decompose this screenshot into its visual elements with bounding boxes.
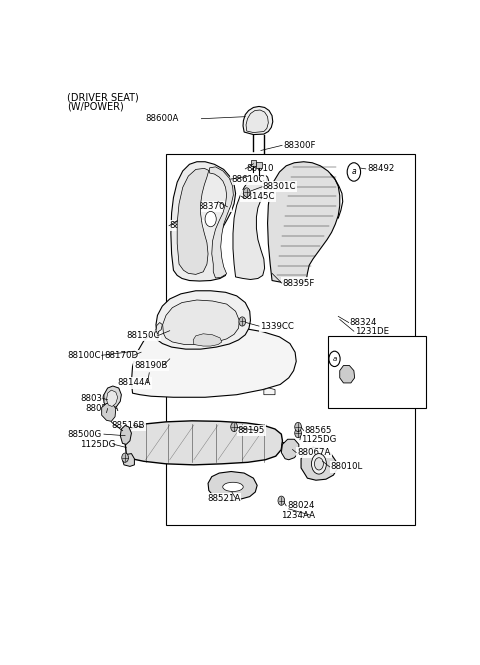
Text: 88492: 88492 xyxy=(367,164,394,174)
Ellipse shape xyxy=(223,482,243,491)
Text: 88024: 88024 xyxy=(288,501,315,510)
Polygon shape xyxy=(125,421,282,465)
Polygon shape xyxy=(132,325,296,397)
Text: (DRIVER SEAT): (DRIVER SEAT) xyxy=(67,92,139,102)
Circle shape xyxy=(312,454,326,474)
Text: 88100C: 88100C xyxy=(67,350,101,360)
Circle shape xyxy=(231,422,238,432)
Text: 88030L: 88030L xyxy=(81,394,113,403)
Polygon shape xyxy=(104,386,121,410)
Text: 88600A: 88600A xyxy=(145,114,179,123)
Text: 88500G: 88500G xyxy=(67,430,102,439)
Text: 88521A: 88521A xyxy=(207,493,240,503)
Text: 88145C: 88145C xyxy=(241,192,275,201)
Text: 88300F: 88300F xyxy=(283,141,316,150)
Polygon shape xyxy=(281,442,295,458)
Circle shape xyxy=(278,496,285,505)
Text: 88190B: 88190B xyxy=(134,360,168,370)
Circle shape xyxy=(349,166,359,178)
Polygon shape xyxy=(156,291,251,349)
Text: 88395F: 88395F xyxy=(282,279,315,287)
Text: 88067A: 88067A xyxy=(297,448,331,457)
Bar xyxy=(328,336,426,408)
Text: a: a xyxy=(333,356,336,362)
Polygon shape xyxy=(177,168,209,275)
Polygon shape xyxy=(120,426,132,444)
Circle shape xyxy=(122,453,129,462)
Text: (W/POWER): (W/POWER) xyxy=(67,101,124,111)
Text: a: a xyxy=(351,168,356,176)
Polygon shape xyxy=(340,366,355,383)
Polygon shape xyxy=(246,110,268,132)
Bar xyxy=(251,160,256,166)
Polygon shape xyxy=(267,162,340,283)
Polygon shape xyxy=(107,390,118,406)
Polygon shape xyxy=(210,167,233,278)
Polygon shape xyxy=(208,471,257,501)
Text: 88301C: 88301C xyxy=(263,182,296,192)
Text: 88144A: 88144A xyxy=(118,378,151,388)
Circle shape xyxy=(205,211,216,227)
Text: 1234AA: 1234AA xyxy=(281,511,315,519)
Text: 88170D: 88170D xyxy=(104,350,138,360)
Text: 88150C: 88150C xyxy=(126,331,160,340)
Text: 88010L: 88010L xyxy=(331,462,363,471)
Text: 87375C: 87375C xyxy=(347,353,381,362)
Text: 88610: 88610 xyxy=(246,164,274,174)
Text: 88195: 88195 xyxy=(238,426,265,435)
Text: 1339CC: 1339CC xyxy=(260,322,294,331)
Polygon shape xyxy=(102,404,116,422)
Text: 88324: 88324 xyxy=(349,318,377,327)
Text: 1231DE: 1231DE xyxy=(355,327,389,336)
Text: 88370C: 88370C xyxy=(197,202,230,211)
Text: 88057A: 88057A xyxy=(85,404,119,413)
Polygon shape xyxy=(264,388,275,395)
Polygon shape xyxy=(281,440,299,460)
Polygon shape xyxy=(156,323,162,334)
Circle shape xyxy=(295,428,301,438)
Circle shape xyxy=(347,163,360,181)
Polygon shape xyxy=(122,454,134,466)
Text: 1125DG: 1125DG xyxy=(301,436,336,444)
Polygon shape xyxy=(171,162,236,281)
Circle shape xyxy=(243,188,250,197)
Polygon shape xyxy=(233,174,269,279)
Text: 1125DG: 1125DG xyxy=(81,440,116,449)
Polygon shape xyxy=(243,106,273,134)
Bar xyxy=(256,162,262,168)
Circle shape xyxy=(239,317,246,326)
Polygon shape xyxy=(301,448,337,480)
Circle shape xyxy=(329,351,340,366)
Circle shape xyxy=(295,422,301,432)
Bar xyxy=(166,154,415,525)
Text: 88565: 88565 xyxy=(305,426,332,435)
Text: 88610C: 88610C xyxy=(231,175,264,184)
Polygon shape xyxy=(163,300,240,344)
Text: 88350C: 88350C xyxy=(170,221,203,230)
Circle shape xyxy=(314,458,324,470)
Text: 88516B: 88516B xyxy=(111,421,145,430)
Polygon shape xyxy=(193,334,222,346)
